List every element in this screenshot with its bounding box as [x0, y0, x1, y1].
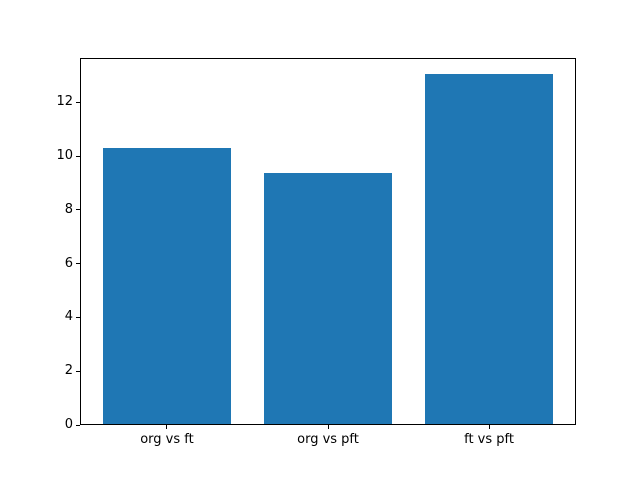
x-tick-label-ft-vs-pft: ft vs pft [464, 432, 514, 447]
bar-ft-vs-pft [424, 74, 554, 424]
x-tick-mark [166, 425, 168, 429]
y-tick-label-0: 0 [64, 417, 73, 432]
y-tick-label-10: 10 [56, 148, 73, 164]
y-tick-mark [76, 155, 80, 157]
y-tick-label-8: 8 [64, 201, 73, 217]
y-tick-mark [76, 316, 80, 318]
y-tick-label-12: 12 [56, 94, 73, 110]
y-tick-mark [76, 209, 80, 211]
y-tick-label-6: 6 [64, 255, 73, 271]
x-tick-label-org-vs-ft: org vs ft [140, 432, 194, 447]
x-tick-mark [488, 425, 490, 429]
bar-org-vs-pft [263, 172, 393, 424]
y-tick-mark [76, 370, 80, 372]
y-tick-mark [76, 424, 80, 426]
y-tick-label-2: 2 [64, 363, 73, 379]
y-tick-label-4: 4 [64, 309, 73, 325]
x-tick-mark [327, 425, 329, 429]
y-tick-mark [76, 101, 80, 103]
x-tick-label-org-vs-pft: org vs pft [297, 432, 359, 447]
bar-org-vs-ft [102, 148, 232, 424]
plot-area [80, 58, 576, 425]
y-tick-mark [76, 263, 80, 265]
